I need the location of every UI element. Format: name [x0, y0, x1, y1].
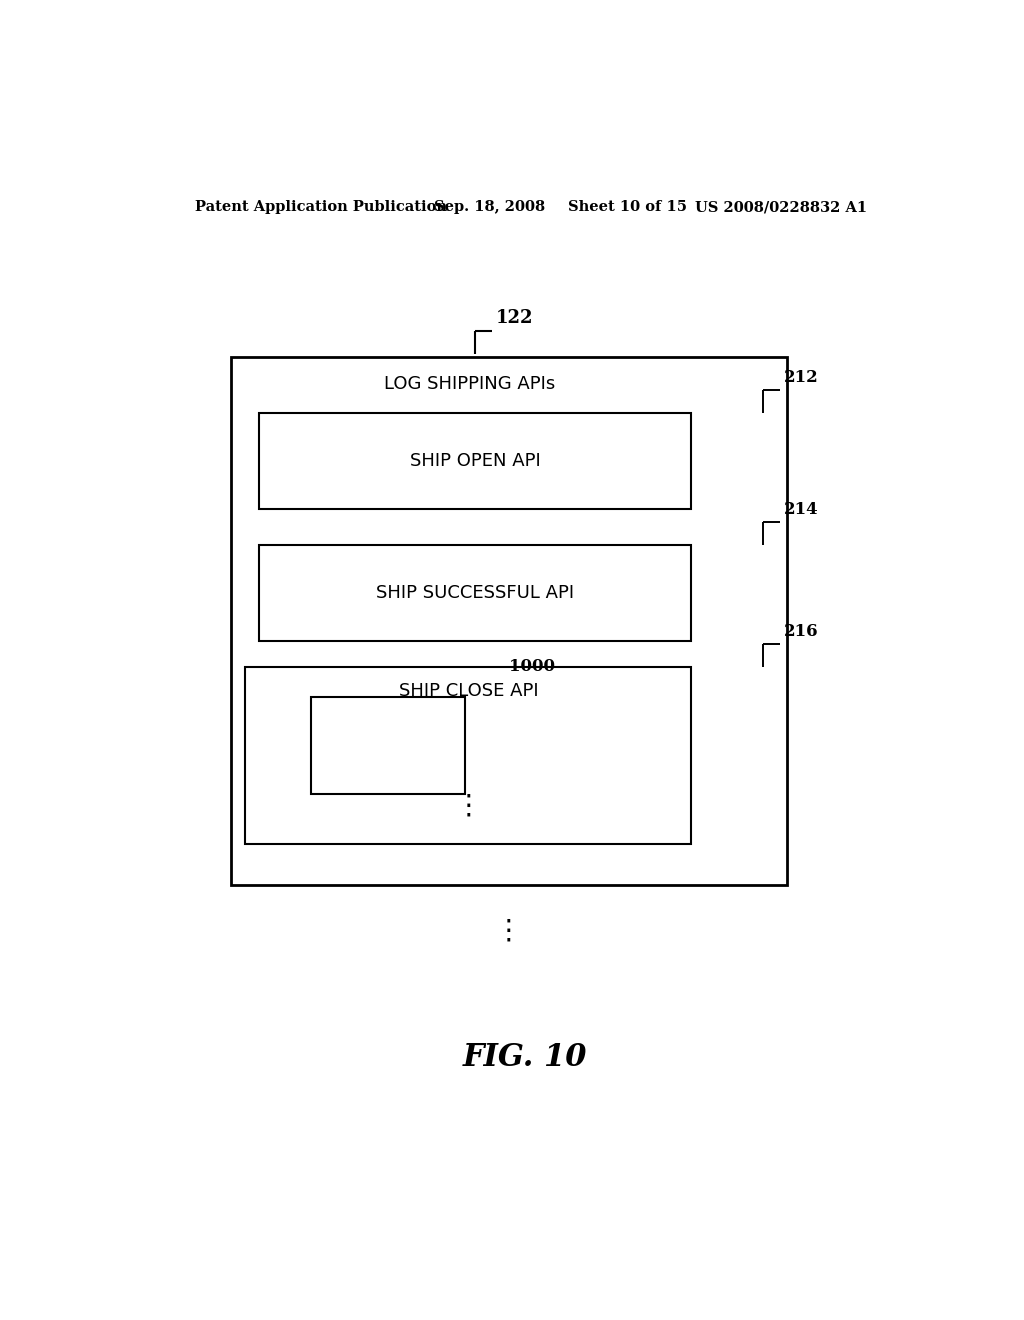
- Text: FIG. 10: FIG. 10: [463, 1043, 587, 1073]
- Text: Sep. 18, 2008: Sep. 18, 2008: [433, 201, 545, 214]
- Text: SHIP SUCCESSFUL API: SHIP SUCCESSFUL API: [376, 583, 574, 602]
- Text: 1000: 1000: [509, 657, 555, 675]
- Text: Patent Application Publication: Patent Application Publication: [196, 201, 447, 214]
- Text: ⋮: ⋮: [495, 917, 523, 945]
- Text: 212: 212: [784, 370, 819, 385]
- Bar: [310, 697, 465, 793]
- Bar: [259, 412, 691, 510]
- Text: LOG SHIP: LOG SHIP: [352, 726, 424, 741]
- Text: LOG SHIPPING APIs: LOG SHIPPING APIs: [384, 375, 556, 393]
- Text: ⋮: ⋮: [455, 792, 482, 820]
- Bar: [231, 356, 786, 886]
- Text: 216: 216: [784, 623, 819, 640]
- Text: 122: 122: [497, 309, 534, 327]
- Text: Sheet 10 of 15: Sheet 10 of 15: [568, 201, 687, 214]
- Text: 214: 214: [784, 502, 819, 519]
- Text: US 2008/0228832 A1: US 2008/0228832 A1: [695, 201, 867, 214]
- Text: CONTEXT: CONTEXT: [351, 750, 424, 766]
- Bar: [246, 667, 691, 845]
- Text: SHIP OPEN API: SHIP OPEN API: [410, 451, 541, 470]
- Bar: [259, 545, 691, 642]
- Text: SHIP CLOSE API: SHIP CLOSE API: [398, 682, 539, 700]
